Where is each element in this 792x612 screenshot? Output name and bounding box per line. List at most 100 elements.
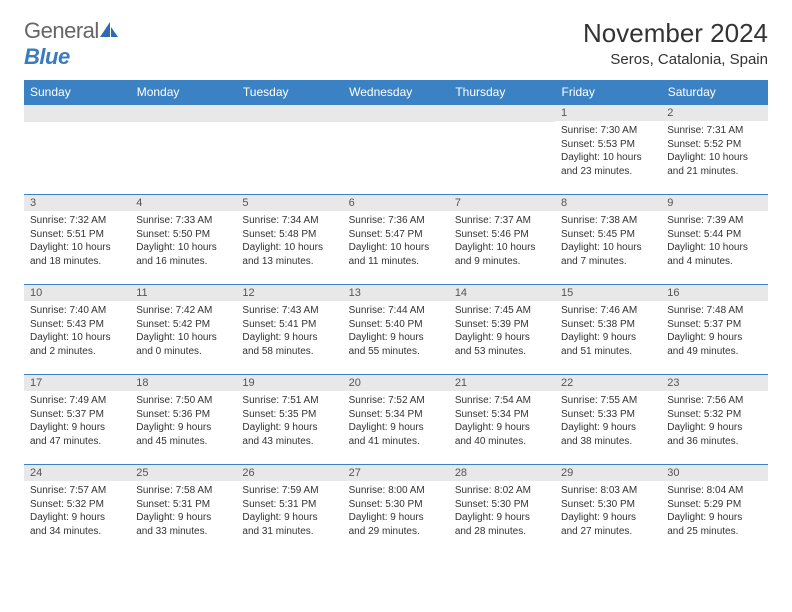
- day-details: Sunrise: 7:34 AMSunset: 5:48 PMDaylight:…: [236, 211, 342, 272]
- calendar-cell: 18Sunrise: 7:50 AMSunset: 5:36 PMDayligh…: [130, 374, 236, 464]
- page-header: GeneralBlue November 2024 Seros, Catalon…: [24, 18, 768, 70]
- day-number: 3: [24, 194, 130, 211]
- sunrise-text: Sunrise: 7:44 AM: [349, 304, 443, 318]
- day-number: 24: [24, 464, 130, 481]
- brand-text: GeneralBlue: [24, 18, 119, 70]
- calendar-cell: [236, 104, 342, 194]
- calendar-cell: 19Sunrise: 7:51 AMSunset: 5:35 PMDayligh…: [236, 374, 342, 464]
- day-number: 15: [555, 284, 661, 301]
- sunset-text: Sunset: 5:39 PM: [455, 318, 549, 332]
- calendar-week: 10Sunrise: 7:40 AMSunset: 5:43 PMDayligh…: [24, 284, 768, 374]
- sunrise-text: Sunrise: 8:00 AM: [349, 484, 443, 498]
- day-number: 18: [130, 374, 236, 391]
- day-details: Sunrise: 7:39 AMSunset: 5:44 PMDaylight:…: [661, 211, 767, 272]
- empty-day: [343, 104, 449, 122]
- sunrise-text: Sunrise: 7:52 AM: [349, 394, 443, 408]
- sunset-text: Sunset: 5:31 PM: [242, 498, 336, 512]
- day-details: Sunrise: 7:30 AMSunset: 5:53 PMDaylight:…: [555, 121, 661, 182]
- calendar-cell: 2Sunrise: 7:31 AMSunset: 5:52 PMDaylight…: [661, 104, 767, 194]
- day-header: Tuesday: [236, 80, 342, 104]
- calendar-cell: 4Sunrise: 7:33 AMSunset: 5:50 PMDaylight…: [130, 194, 236, 284]
- daylight-text: Daylight: 9 hours and 45 minutes.: [136, 421, 230, 448]
- calendar-cell: [24, 104, 130, 194]
- sunrise-text: Sunrise: 7:49 AM: [30, 394, 124, 408]
- day-details: Sunrise: 7:37 AMSunset: 5:46 PMDaylight:…: [449, 211, 555, 272]
- day-number: 29: [555, 464, 661, 481]
- sunset-text: Sunset: 5:40 PM: [349, 318, 443, 332]
- sunrise-text: Sunrise: 7:30 AM: [561, 124, 655, 138]
- day-number: 13: [343, 284, 449, 301]
- calendar-cell: 9Sunrise: 7:39 AMSunset: 5:44 PMDaylight…: [661, 194, 767, 284]
- calendar-cell: 7Sunrise: 7:37 AMSunset: 5:46 PMDaylight…: [449, 194, 555, 284]
- day-details: Sunrise: 8:02 AMSunset: 5:30 PMDaylight:…: [449, 481, 555, 542]
- sunrise-text: Sunrise: 7:48 AM: [667, 304, 761, 318]
- daylight-text: Daylight: 10 hours and 0 minutes.: [136, 331, 230, 358]
- daylight-text: Daylight: 9 hours and 47 minutes.: [30, 421, 124, 448]
- sunset-text: Sunset: 5:30 PM: [455, 498, 549, 512]
- sunrise-text: Sunrise: 8:02 AM: [455, 484, 549, 498]
- sunrise-text: Sunrise: 7:46 AM: [561, 304, 655, 318]
- day-details: Sunrise: 8:00 AMSunset: 5:30 PMDaylight:…: [343, 481, 449, 542]
- sunset-text: Sunset: 5:36 PM: [136, 408, 230, 422]
- day-details: Sunrise: 7:54 AMSunset: 5:34 PMDaylight:…: [449, 391, 555, 452]
- sail-icon: [99, 18, 119, 44]
- day-details: Sunrise: 7:55 AMSunset: 5:33 PMDaylight:…: [555, 391, 661, 452]
- sunset-text: Sunset: 5:38 PM: [561, 318, 655, 332]
- daylight-text: Daylight: 9 hours and 40 minutes.: [455, 421, 549, 448]
- day-details: Sunrise: 7:33 AMSunset: 5:50 PMDaylight:…: [130, 211, 236, 272]
- day-details: Sunrise: 7:45 AMSunset: 5:39 PMDaylight:…: [449, 301, 555, 362]
- day-number: 26: [236, 464, 342, 481]
- sunset-text: Sunset: 5:47 PM: [349, 228, 443, 242]
- day-details: Sunrise: 7:48 AMSunset: 5:37 PMDaylight:…: [661, 301, 767, 362]
- title-block: November 2024 Seros, Catalonia, Spain: [583, 18, 768, 68]
- day-header: Wednesday: [343, 80, 449, 104]
- day-number: 30: [661, 464, 767, 481]
- calendar-week: 1Sunrise: 7:30 AMSunset: 5:53 PMDaylight…: [24, 104, 768, 194]
- day-header: Friday: [555, 80, 661, 104]
- sunset-text: Sunset: 5:53 PM: [561, 138, 655, 152]
- daylight-text: Daylight: 10 hours and 11 minutes.: [349, 241, 443, 268]
- calendar-cell: 6Sunrise: 7:36 AMSunset: 5:47 PMDaylight…: [343, 194, 449, 284]
- daylight-text: Daylight: 10 hours and 7 minutes.: [561, 241, 655, 268]
- calendar-cell: 8Sunrise: 7:38 AMSunset: 5:45 PMDaylight…: [555, 194, 661, 284]
- day-number: 6: [343, 194, 449, 211]
- empty-day: [236, 104, 342, 122]
- sunset-text: Sunset: 5:52 PM: [667, 138, 761, 152]
- month-title: November 2024: [583, 18, 768, 49]
- day-number: 10: [24, 284, 130, 301]
- calendar-cell: 12Sunrise: 7:43 AMSunset: 5:41 PMDayligh…: [236, 284, 342, 374]
- day-header: Saturday: [661, 80, 767, 104]
- day-details: Sunrise: 7:31 AMSunset: 5:52 PMDaylight:…: [661, 121, 767, 182]
- location-text: Seros, Catalonia, Spain: [583, 51, 768, 68]
- calendar-cell: 11Sunrise: 7:42 AMSunset: 5:42 PMDayligh…: [130, 284, 236, 374]
- day-details: Sunrise: 7:59 AMSunset: 5:31 PMDaylight:…: [236, 481, 342, 542]
- day-details: Sunrise: 7:46 AMSunset: 5:38 PMDaylight:…: [555, 301, 661, 362]
- day-number: 16: [661, 284, 767, 301]
- sunrise-text: Sunrise: 7:54 AM: [455, 394, 549, 408]
- sunset-text: Sunset: 5:50 PM: [136, 228, 230, 242]
- day-number: 28: [449, 464, 555, 481]
- day-details: Sunrise: 8:03 AMSunset: 5:30 PMDaylight:…: [555, 481, 661, 542]
- day-number: 8: [555, 194, 661, 211]
- daylight-text: Daylight: 10 hours and 18 minutes.: [30, 241, 124, 268]
- daylight-text: Daylight: 9 hours and 29 minutes.: [349, 511, 443, 538]
- sunset-text: Sunset: 5:37 PM: [30, 408, 124, 422]
- sunset-text: Sunset: 5:34 PM: [349, 408, 443, 422]
- calendar-page: GeneralBlue November 2024 Seros, Catalon…: [0, 0, 792, 572]
- sunset-text: Sunset: 5:30 PM: [561, 498, 655, 512]
- day-details: Sunrise: 7:43 AMSunset: 5:41 PMDaylight:…: [236, 301, 342, 362]
- calendar-cell: 21Sunrise: 7:54 AMSunset: 5:34 PMDayligh…: [449, 374, 555, 464]
- calendar-cell: 23Sunrise: 7:56 AMSunset: 5:32 PMDayligh…: [661, 374, 767, 464]
- day-details: Sunrise: 7:36 AMSunset: 5:47 PMDaylight:…: [343, 211, 449, 272]
- calendar-cell: 29Sunrise: 8:03 AMSunset: 5:30 PMDayligh…: [555, 464, 661, 554]
- calendar-week: 3Sunrise: 7:32 AMSunset: 5:51 PMDaylight…: [24, 194, 768, 284]
- sunrise-text: Sunrise: 8:03 AM: [561, 484, 655, 498]
- calendar-body: 1Sunrise: 7:30 AMSunset: 5:53 PMDaylight…: [24, 104, 768, 554]
- sunset-text: Sunset: 5:44 PM: [667, 228, 761, 242]
- day-number: 20: [343, 374, 449, 391]
- sunrise-text: Sunrise: 7:32 AM: [30, 214, 124, 228]
- calendar-cell: 24Sunrise: 7:57 AMSunset: 5:32 PMDayligh…: [24, 464, 130, 554]
- day-details: Sunrise: 7:56 AMSunset: 5:32 PMDaylight:…: [661, 391, 767, 452]
- daylight-text: Daylight: 9 hours and 34 minutes.: [30, 511, 124, 538]
- calendar-cell: 10Sunrise: 7:40 AMSunset: 5:43 PMDayligh…: [24, 284, 130, 374]
